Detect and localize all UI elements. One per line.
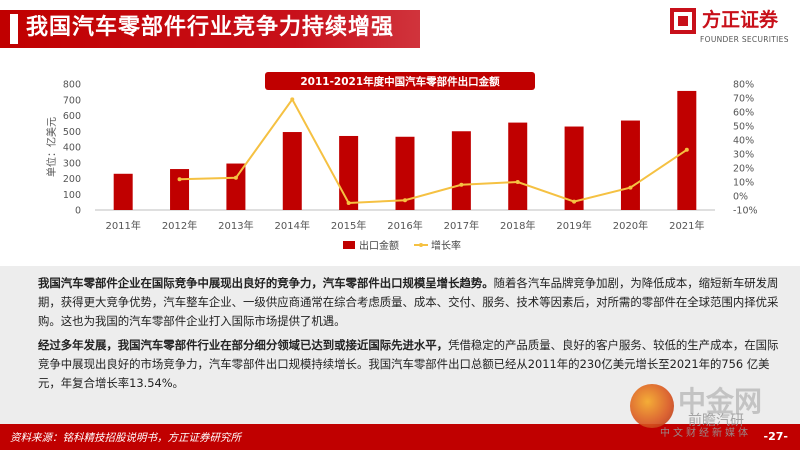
bar-2019年 <box>564 126 584 210</box>
logo-name-en: FOUNDER SECURITIES <box>700 35 789 44</box>
x-tick-label: 2012年 <box>162 219 197 232</box>
page-title: 我国汽车零部件行业竞争力持续增强 <box>26 15 395 40</box>
chart-title: 2011-2021年度中国汽车零部件出口金额 <box>300 75 500 88</box>
bar-2016年 <box>395 136 415 210</box>
y2-tick-label: 20% <box>733 164 754 175</box>
y-tick-label: 500 <box>63 127 81 138</box>
growth-line <box>179 97 688 205</box>
founder-logo: 方正证券 FOUNDER SECURITIES <box>670 8 794 48</box>
bar-2018年 <box>508 122 528 210</box>
watermark-tag: 中文财经新媒体 <box>660 428 751 439</box>
y-tick-label: 800 <box>63 80 81 91</box>
y-tick-label: 0 <box>75 206 81 217</box>
growth-point <box>459 182 464 187</box>
paragraph-2-lead: 经过多年发展，我国汽车零部件行业在部分细分领域已达到或接近国际先进水平， <box>38 338 449 352</box>
y-tick-label: 700 <box>63 95 81 106</box>
growth-point <box>403 198 407 203</box>
y-axis-label: 单位：亿美元 <box>45 117 58 177</box>
bar-2014年 <box>282 132 302 210</box>
watermark: 中金网 前瞻汽研 中文财经新媒体 <box>630 380 800 440</box>
paragraph-2: 经过多年发展，我国汽车零部件行业在部分细分领域已达到或接近国际先进水平，凭借稳定… <box>38 336 780 394</box>
x-tick-label: 2021年 <box>669 219 704 232</box>
bar-2017年 <box>451 131 471 210</box>
title-accent-mark <box>10 14 18 44</box>
x-tick-label: 2020年 <box>613 219 648 232</box>
paragraph-1: 我国汽车零部件企业在国际竞争中展现出良好的竞争力，汽车零部件出口规模呈增长趋势。… <box>38 274 780 332</box>
growth-point <box>346 201 351 205</box>
growth-point <box>233 175 238 180</box>
y2-tick-label: 40% <box>733 136 754 147</box>
growth-point <box>628 185 633 190</box>
legend-bar-swatch <box>343 241 355 249</box>
bar-2015年 <box>339 135 359 210</box>
bar-2012年 <box>170 169 190 210</box>
legend-bar-label: 出口金额 <box>359 239 399 252</box>
growth-point <box>684 147 689 152</box>
growth-point <box>572 199 577 204</box>
y2-tick-label: 50% <box>733 122 754 133</box>
y2-tick-label: 30% <box>733 150 754 161</box>
legend-line-marker <box>419 243 423 247</box>
bar-2011年 <box>113 173 133 210</box>
title-banner <box>0 10 420 48</box>
logo-name-cn: 方正证券 <box>702 9 779 31</box>
paragraph-2-body: 凭借稳定的产品质量、良好的客户服务、较低的生产成本，在国际竞争中展现出良好的市场… <box>38 338 779 391</box>
watermark-logo-icon <box>630 384 674 428</box>
growth-point <box>515 180 520 184</box>
page-number: -27- <box>763 430 788 443</box>
founder-logo-icon <box>670 8 696 34</box>
paragraph-1-lead: 我国汽车零部件企业在国际竞争中展现出良好的竞争力，汽车零部件出口规模呈增长趋势。 <box>38 276 494 290</box>
bar-2013年 <box>226 163 246 210</box>
y2-tick-label: 60% <box>733 108 754 119</box>
x-tick-label: 2016年 <box>387 219 422 232</box>
watermark-sub: 前瞻汽研 <box>688 413 744 429</box>
y2-tick-label: 70% <box>733 94 754 105</box>
chart-title-bg <box>265 72 535 90</box>
x-tick-label: 2018年 <box>500 219 535 232</box>
x-tick-label: 2013年 <box>218 219 253 232</box>
y-tick-label: 200 <box>63 174 81 185</box>
bar-2020年 <box>620 120 640 210</box>
footer-bar: 资料来源：铭科精技招股说明书，方正证券研究所 -27- <box>0 424 800 450</box>
growth-point <box>177 177 182 182</box>
x-tick-label: 2015年 <box>331 219 366 232</box>
paragraph-1-body: 随着各汽车品牌竞争加剧，为降低成本，缩短新车研发周期，获得更大竞争优势，汽车整车… <box>38 276 779 329</box>
x-tick-label: 2014年 <box>275 219 310 232</box>
watermark-name: 中金网 <box>678 385 763 418</box>
y2-tick-label: 80% <box>733 80 754 91</box>
x-tick-label: 2011年 <box>105 219 140 232</box>
legend-line-label: 增长率 <box>431 239 461 252</box>
y-tick-label: 300 <box>63 158 81 169</box>
growth-point <box>290 97 295 102</box>
x-tick-label: 2019年 <box>556 219 591 232</box>
source-note: 资料来源：铭科精技招股说明书，方正证券研究所 <box>10 432 241 444</box>
y2-tick-label: -10% <box>733 206 758 217</box>
chart-area: 2011-2021年度中国汽车零部件出口金额 0 100 200 300 400 500 60… <box>0 70 800 265</box>
y2-tick-label: 10% <box>733 178 754 189</box>
export-chart: 2011-2021年度中国汽车零部件出口金额 0 100 200 300 400 500 60… <box>45 72 758 252</box>
title-bar: 我国汽车零部件行业竞争力持续增强 方正证券 FOUNDER SECURITIES <box>0 0 800 50</box>
y-tick-label: 400 <box>63 143 81 154</box>
y-tick-label: 100 <box>63 190 81 201</box>
x-tick-label: 2017年 <box>444 219 479 232</box>
y-tick-label: 600 <box>63 111 81 122</box>
y2-tick-label: 0% <box>733 192 748 203</box>
